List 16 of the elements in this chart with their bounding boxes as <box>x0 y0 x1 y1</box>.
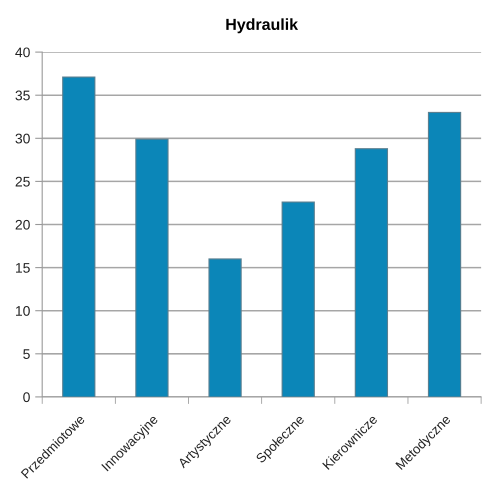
y-tick-label: 35 <box>15 90 30 100</box>
y-tick-label: 30 <box>15 134 30 144</box>
bar <box>282 202 315 397</box>
bar <box>428 112 462 397</box>
chart-title: Hydraulik <box>226 18 298 34</box>
y-tick-label: 20 <box>16 220 30 230</box>
bar <box>354 148 388 397</box>
y-tick-label: 5 <box>23 349 30 359</box>
y-tick-label: 0 <box>23 392 30 402</box>
y-tick-label: 15 <box>16 263 30 273</box>
y-tick-label: 10 <box>16 306 30 316</box>
bar <box>208 258 242 397</box>
y-tick-label: 40 <box>15 47 30 58</box>
bar <box>135 138 169 397</box>
y-tick-label: 25 <box>16 176 30 187</box>
bar <box>62 76 96 397</box>
